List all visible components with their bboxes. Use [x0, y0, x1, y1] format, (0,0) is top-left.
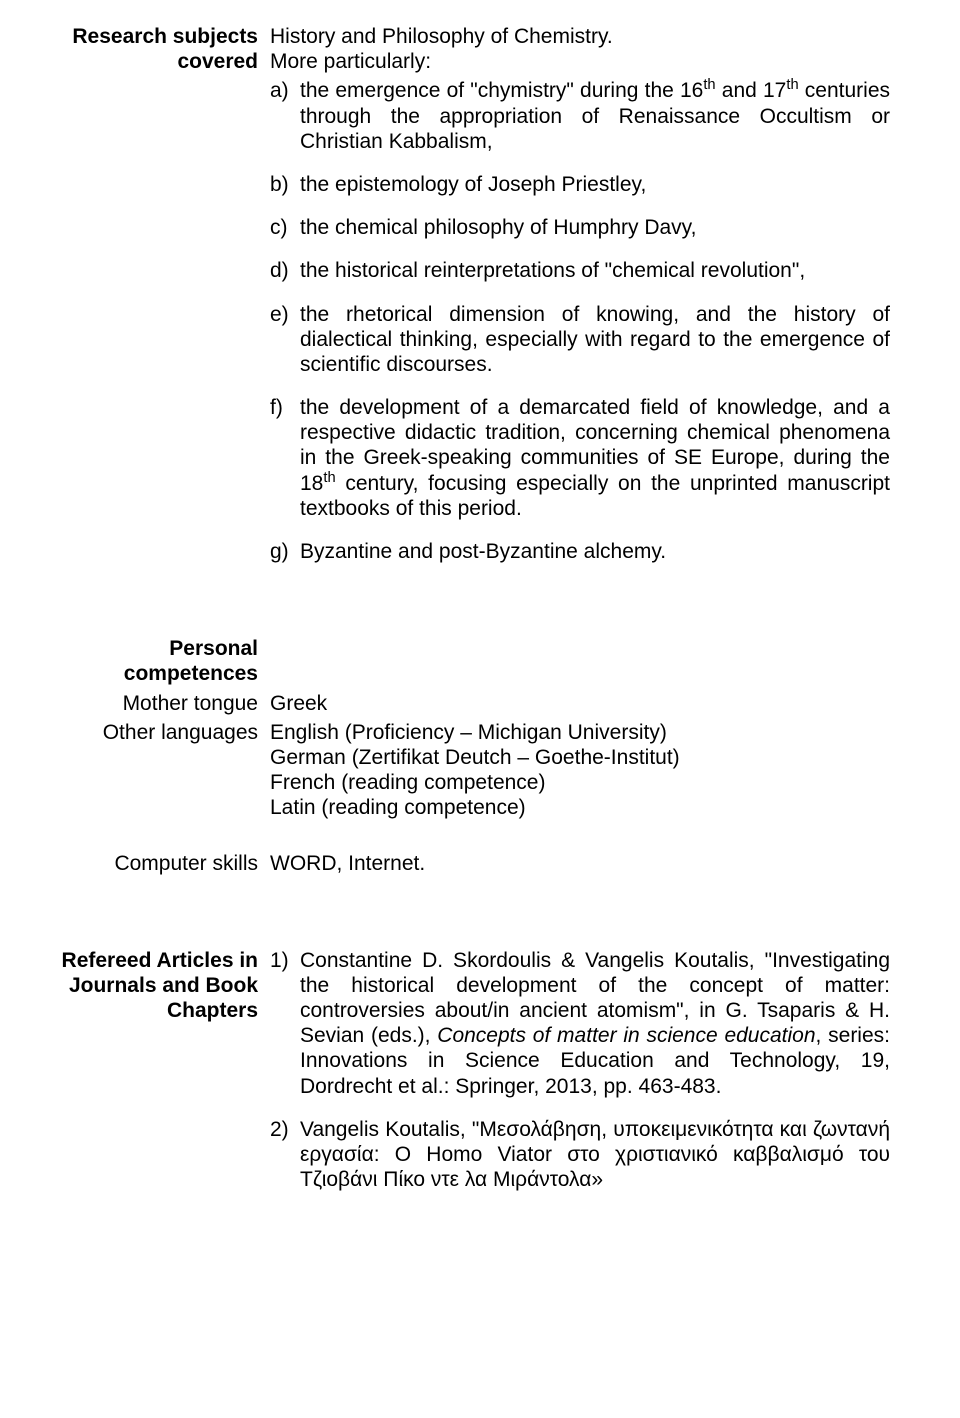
refereed-label: Refereed Articles in Journals and Book C…	[60, 948, 270, 1024]
label-line: Refereed Articles in	[60, 948, 258, 973]
item-d-content: the historical reinterpretations of "che…	[300, 258, 890, 283]
computer-skills-value: WORD, Internet.	[270, 851, 890, 876]
lang-line: Latin (reading competence)	[270, 795, 890, 820]
sup: th	[703, 77, 715, 93]
sup: th	[323, 470, 335, 486]
research-subjects-content: History and Philosophy of Chemistry. Mor…	[270, 24, 890, 564]
marker: e)	[270, 302, 300, 378]
label-line: Research subjects	[60, 24, 258, 49]
text: the emergence of "chymistry" during the …	[300, 79, 703, 102]
marker: 2)	[270, 1117, 300, 1193]
label-line: Chapters	[60, 998, 258, 1023]
item-a-content: the emergence of "chymistry" during the …	[300, 78, 890, 154]
lang-line: French (reading competence)	[270, 770, 890, 795]
italic-title: Concepts of matter in science education	[437, 1024, 815, 1047]
computer-skills-label: Computer skills	[60, 851, 270, 876]
other-languages-label: Other languages	[60, 720, 270, 745]
text: and 17	[716, 79, 787, 102]
personal-heading: Personal competences	[60, 636, 270, 686]
ref-item-1: 1) Constantine D. Skordoulis & Vangelis …	[270, 948, 890, 1099]
item-f-content: the development of a demarcated field of…	[300, 395, 890, 521]
label-line: competences	[60, 661, 258, 686]
research-subjects-row: Research subjects covered History and Ph…	[60, 24, 890, 564]
intro-line: More particularly:	[270, 49, 890, 74]
item-g-content: Byzantine and post-Byzantine alchemy.	[300, 539, 890, 564]
lang-line: German (Zertifikat Deutch – Goethe-Insti…	[270, 745, 890, 770]
refereed-content: 1) Constantine D. Skordoulis & Vangelis …	[270, 948, 890, 1193]
ref-item-2: 2) Vangelis Koutalis, "Μεσολάβηση, υποκε…	[270, 1117, 890, 1193]
other-languages-value: English (Proficiency – Michigan Universi…	[270, 720, 890, 821]
gap	[60, 833, 890, 851]
list-item-f: f) the development of a demarcated field…	[270, 395, 890, 521]
marker: b)	[270, 172, 300, 197]
intro-line: History and Philosophy of Chemistry.	[270, 24, 890, 49]
list-item-d: d) the historical reinterpretations of "…	[270, 258, 890, 283]
sup: th	[786, 77, 798, 93]
mother-tongue-row: Mother tongue Greek	[60, 691, 890, 716]
marker: a)	[270, 78, 300, 154]
text: century, focusing especially on the unpr…	[300, 472, 890, 520]
item-c-content: the chemical philosophy of Humphry Davy,	[300, 215, 890, 240]
list-item-g: g) Byzantine and post-Byzantine alchemy.	[270, 539, 890, 564]
list-item-c: c) the chemical philosophy of Humphry Da…	[270, 215, 890, 240]
gap	[60, 576, 890, 636]
label-line: Journals and Book	[60, 973, 258, 998]
personal-heading-row: Personal competences	[60, 636, 890, 686]
research-subjects-label: Research subjects covered	[60, 24, 270, 74]
ref-item-1-content: Constantine D. Skordoulis & Vangelis Kou…	[300, 948, 890, 1099]
gap	[60, 888, 890, 948]
page: Research subjects covered History and Ph…	[0, 0, 960, 1418]
label-line: covered	[60, 49, 258, 74]
mother-tongue-value: Greek	[270, 691, 890, 716]
lang-line: English (Proficiency – Michigan Universi…	[270, 720, 890, 745]
marker: 1)	[270, 948, 300, 1099]
refereed-row: Refereed Articles in Journals and Book C…	[60, 948, 890, 1193]
computer-skills-row: Computer skills WORD, Internet.	[60, 851, 890, 876]
other-languages-row: Other languages English (Proficiency – M…	[60, 720, 890, 821]
marker: g)	[270, 539, 300, 564]
list-item-b: b) the epistemology of Joseph Priestley,	[270, 172, 890, 197]
marker: f)	[270, 395, 300, 521]
list-item-a: a) the emergence of "chymistry" during t…	[270, 78, 890, 154]
ref-item-2-content: Vangelis Koutalis, "Μεσολάβηση, υποκειμε…	[300, 1117, 890, 1193]
marker: c)	[270, 215, 300, 240]
mother-tongue-label: Mother tongue	[60, 691, 270, 716]
item-e-content: the rhetorical dimension of knowing, and…	[300, 302, 890, 378]
list-item-e: e) the rhetorical dimension of knowing, …	[270, 302, 890, 378]
label-line: Personal	[60, 636, 258, 661]
marker: d)	[270, 258, 300, 283]
item-b-content: the epistemology of Joseph Priestley,	[300, 172, 890, 197]
